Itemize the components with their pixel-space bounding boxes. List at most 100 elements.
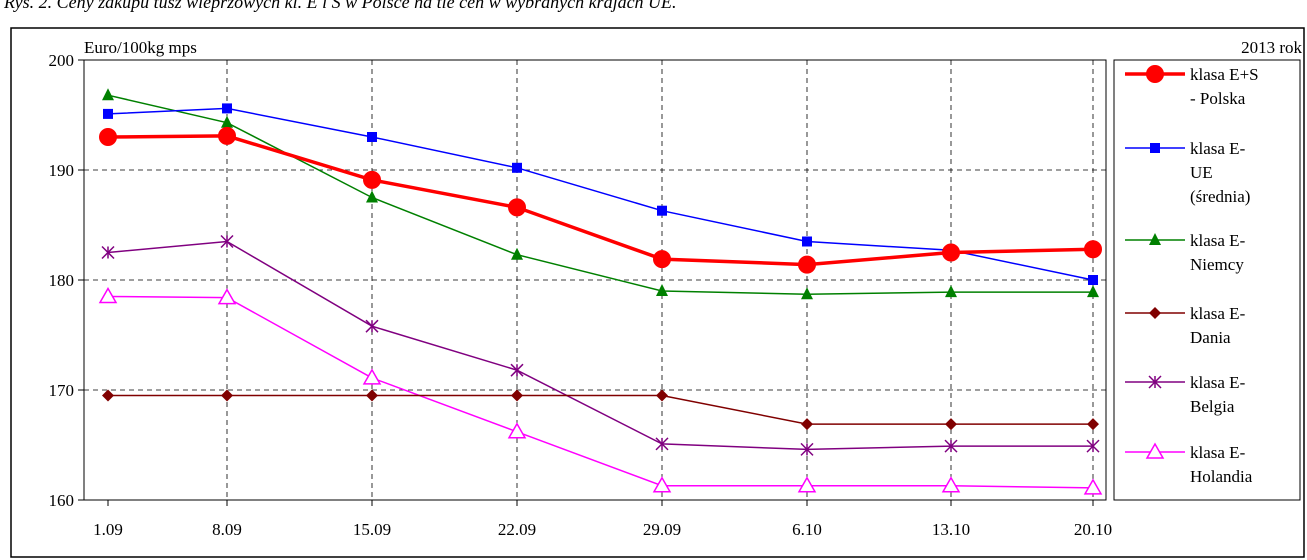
data-point-star	[1086, 439, 1100, 453]
legend-label: Holandia	[1190, 467, 1253, 486]
legend-label: klasa E-	[1190, 304, 1246, 323]
data-point-triangle	[366, 190, 378, 203]
x-tick-label: 8.09	[212, 520, 242, 539]
legend-label: klasa E+S	[1190, 65, 1259, 84]
year-label: 2013 rok	[1241, 38, 1302, 57]
legend-label: klasa E-	[1190, 373, 1246, 392]
data-point-star	[101, 245, 115, 260]
data-point-open-triangle	[1083, 478, 1103, 495]
series-line	[107, 107, 1094, 281]
data-point-square	[802, 236, 812, 247]
y-axis-ticks: 160 170 180 190 200	[49, 51, 84, 510]
data-point-diamond	[1149, 307, 1161, 319]
legend-label: Belgia	[1190, 397, 1235, 416]
x-axis-ticks: 1.09 8.09 15.09 22.09 29.09 6.10 13.10 20.10	[93, 500, 1112, 539]
data-point-square	[222, 103, 232, 114]
data-point-open-triangle	[1145, 442, 1165, 459]
data-point-open-triangle	[797, 476, 817, 493]
legend-entry: klasa E+S - Polska	[1125, 65, 1259, 108]
data-point-diamond	[656, 389, 668, 402]
data-point-star	[655, 437, 669, 451]
series-line	[107, 134, 1094, 267]
data-point-circle	[942, 243, 960, 262]
data-point-star	[944, 439, 958, 453]
legend-entry: klasa E- Belgia	[1125, 373, 1246, 416]
y-tick-label: 180	[49, 271, 75, 290]
data-point-diamond	[366, 389, 378, 402]
legend-entry: klasa E- Niemcy	[1125, 231, 1246, 274]
x-tick-label: 1.09	[93, 520, 123, 539]
chart-frame	[10, 27, 1305, 558]
data-point-diamond	[221, 389, 233, 402]
data-point-square	[657, 205, 667, 216]
data-point-circle	[218, 126, 236, 145]
data-point-star	[365, 319, 379, 333]
y-tick-label: 170	[49, 381, 75, 400]
legend-label: - Polska	[1190, 89, 1246, 108]
data-point-square	[1088, 275, 1098, 285]
data-point-triangle	[221, 115, 233, 128]
data-point-diamond	[102, 389, 114, 402]
y-tick-label: 190	[49, 161, 75, 180]
x-tick-label: 15.09	[353, 520, 391, 539]
figure-caption: Rys. 2. Ceny zakupu tusz wieprzowych kl.…	[4, 0, 677, 12]
data-point-circle	[1084, 240, 1102, 259]
data-point-circle	[363, 170, 381, 189]
data-point-star	[1148, 375, 1162, 389]
legend-label: klasa E-	[1190, 443, 1246, 462]
data-point-triangle	[1087, 285, 1099, 298]
legend-entry: klasa E- Dania	[1125, 304, 1246, 347]
data-point-square	[103, 108, 113, 119]
data-point-open-triangle	[362, 368, 382, 385]
data-point-diamond	[945, 418, 957, 431]
x-tick-label: 29.09	[643, 520, 681, 539]
data-point-triangle	[102, 88, 114, 101]
data-point-square	[1150, 143, 1160, 153]
data-point-circle	[798, 255, 816, 274]
x-tick-label: 13.10	[932, 520, 970, 539]
data-point-star	[220, 234, 234, 249]
data-point-open-triangle	[941, 476, 961, 493]
data-point-circle	[99, 128, 117, 146]
legend-box	[1113, 59, 1301, 501]
x-tick-label: 22.09	[498, 520, 536, 539]
data-point-open-triangle	[217, 288, 237, 305]
series-0	[99, 126, 1102, 274]
legend-label: UE	[1190, 163, 1213, 182]
series-5	[98, 286, 1103, 495]
legend-label: Niemcy	[1190, 255, 1244, 274]
data-point-diamond	[801, 418, 813, 431]
data-point-triangle	[656, 284, 668, 296]
data-point-triangle	[1149, 233, 1161, 245]
series-line	[107, 94, 1093, 296]
series-line	[107, 295, 1094, 489]
legend-label: (średnia)	[1190, 187, 1250, 206]
legend-label: Dania	[1190, 328, 1231, 347]
x-tick-label: 20.10	[1074, 520, 1112, 539]
y-tick-label: 200	[49, 51, 75, 70]
data-point-triangle	[511, 247, 523, 260]
legend-label: klasa E-	[1190, 139, 1246, 158]
data-point-circle	[1146, 65, 1164, 83]
data-point-star	[800, 442, 814, 456]
series-group	[98, 88, 1103, 495]
data-point-open-triangle	[652, 476, 672, 493]
data-point-triangle	[945, 285, 957, 298]
x-tick-label: 6.10	[792, 520, 822, 539]
y-axis-label: Euro/100kg mps	[84, 38, 197, 57]
data-point-square	[367, 132, 377, 142]
series-line	[107, 240, 1093, 451]
data-point-diamond	[511, 389, 523, 402]
data-point-open-triangle	[98, 286, 118, 304]
data-point-diamond	[1087, 418, 1099, 431]
legend-entry: klasa E- UE (średnia)	[1125, 139, 1250, 206]
series-3	[102, 389, 1099, 431]
y-tick-label: 160	[49, 491, 75, 510]
series-line	[108, 394, 1093, 425]
data-point-circle	[508, 198, 526, 217]
series-4	[101, 234, 1100, 456]
data-point-triangle	[801, 287, 813, 300]
data-point-circle	[653, 250, 671, 269]
data-point-open-triangle	[507, 422, 527, 439]
